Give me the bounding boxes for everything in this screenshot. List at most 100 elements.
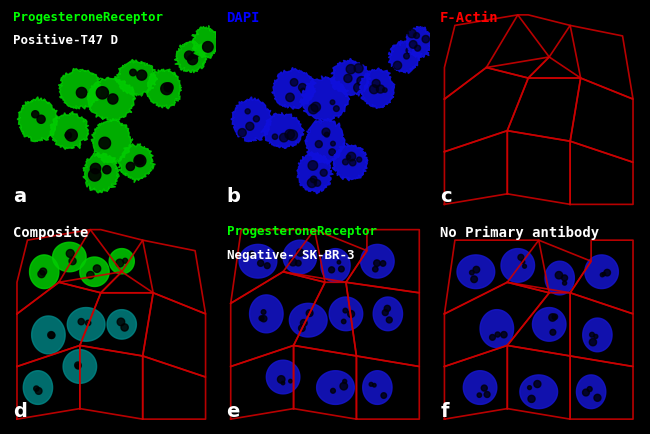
Polygon shape [422, 36, 430, 43]
Polygon shape [500, 332, 507, 338]
Polygon shape [18, 97, 58, 141]
Polygon shape [386, 317, 392, 323]
Polygon shape [317, 371, 354, 404]
Polygon shape [297, 151, 333, 194]
Polygon shape [354, 83, 363, 92]
Polygon shape [320, 169, 327, 176]
Polygon shape [261, 113, 304, 148]
Polygon shape [333, 106, 339, 112]
Polygon shape [406, 48, 411, 53]
Polygon shape [185, 51, 194, 60]
Text: d: d [13, 402, 27, 421]
Polygon shape [357, 76, 366, 85]
Polygon shape [103, 166, 111, 174]
Polygon shape [369, 85, 378, 94]
Polygon shape [53, 242, 86, 272]
Polygon shape [480, 309, 514, 348]
Polygon shape [32, 316, 65, 354]
Polygon shape [308, 161, 318, 170]
Polygon shape [272, 134, 278, 139]
Polygon shape [238, 128, 246, 137]
Polygon shape [382, 309, 388, 316]
Polygon shape [49, 332, 55, 339]
Polygon shape [278, 376, 285, 383]
Polygon shape [534, 381, 541, 388]
Polygon shape [121, 324, 128, 331]
Polygon shape [354, 64, 363, 73]
Polygon shape [314, 180, 320, 186]
Polygon shape [406, 26, 434, 58]
Polygon shape [37, 115, 45, 123]
Polygon shape [287, 130, 298, 140]
Polygon shape [75, 364, 81, 369]
Polygon shape [328, 58, 370, 97]
Polygon shape [50, 112, 88, 149]
Polygon shape [90, 163, 101, 174]
Polygon shape [469, 270, 474, 275]
Polygon shape [250, 295, 283, 333]
Text: c: c [440, 187, 452, 207]
Polygon shape [266, 360, 300, 394]
Polygon shape [346, 65, 356, 74]
Polygon shape [583, 318, 612, 352]
Polygon shape [415, 45, 421, 51]
Polygon shape [285, 130, 294, 139]
Text: f: f [440, 402, 448, 421]
Polygon shape [135, 156, 144, 165]
Polygon shape [604, 270, 610, 276]
Polygon shape [286, 93, 294, 102]
Polygon shape [289, 258, 297, 266]
Polygon shape [471, 276, 478, 283]
Polygon shape [410, 41, 417, 48]
Polygon shape [118, 144, 155, 183]
Polygon shape [590, 339, 597, 346]
Polygon shape [66, 250, 74, 257]
Polygon shape [306, 310, 313, 316]
Polygon shape [130, 69, 136, 76]
Polygon shape [477, 393, 482, 398]
Polygon shape [40, 268, 47, 275]
Polygon shape [161, 83, 172, 95]
Polygon shape [528, 395, 535, 402]
Polygon shape [164, 83, 173, 92]
Polygon shape [68, 308, 105, 341]
Polygon shape [383, 88, 387, 92]
Text: Positive-T47 D: Positive-T47 D [13, 34, 118, 47]
Text: No Primary antibody: No Primary antibody [440, 225, 599, 240]
Polygon shape [329, 267, 335, 273]
Polygon shape [594, 395, 601, 401]
Polygon shape [246, 122, 254, 130]
Polygon shape [298, 83, 306, 91]
Polygon shape [239, 244, 277, 278]
Polygon shape [188, 55, 198, 65]
Polygon shape [501, 249, 534, 282]
Polygon shape [296, 249, 304, 256]
Polygon shape [495, 332, 500, 337]
Polygon shape [280, 133, 288, 142]
Polygon shape [340, 382, 348, 390]
Polygon shape [550, 329, 556, 335]
Polygon shape [372, 383, 376, 387]
Polygon shape [532, 308, 566, 341]
Polygon shape [174, 40, 207, 73]
Polygon shape [87, 77, 136, 121]
Polygon shape [307, 178, 317, 187]
Polygon shape [117, 318, 125, 326]
Polygon shape [300, 319, 307, 326]
Polygon shape [457, 255, 495, 289]
Polygon shape [363, 371, 392, 404]
Polygon shape [489, 335, 495, 340]
Polygon shape [259, 316, 264, 321]
Polygon shape [549, 314, 556, 321]
Text: e: e [226, 402, 240, 421]
Text: DAPI: DAPI [226, 11, 260, 25]
Polygon shape [463, 371, 497, 404]
Polygon shape [23, 371, 53, 404]
Polygon shape [562, 281, 567, 285]
Polygon shape [350, 159, 356, 166]
Polygon shape [344, 74, 352, 82]
Polygon shape [339, 266, 345, 272]
Polygon shape [393, 61, 402, 69]
Polygon shape [357, 157, 361, 162]
Polygon shape [380, 261, 385, 266]
